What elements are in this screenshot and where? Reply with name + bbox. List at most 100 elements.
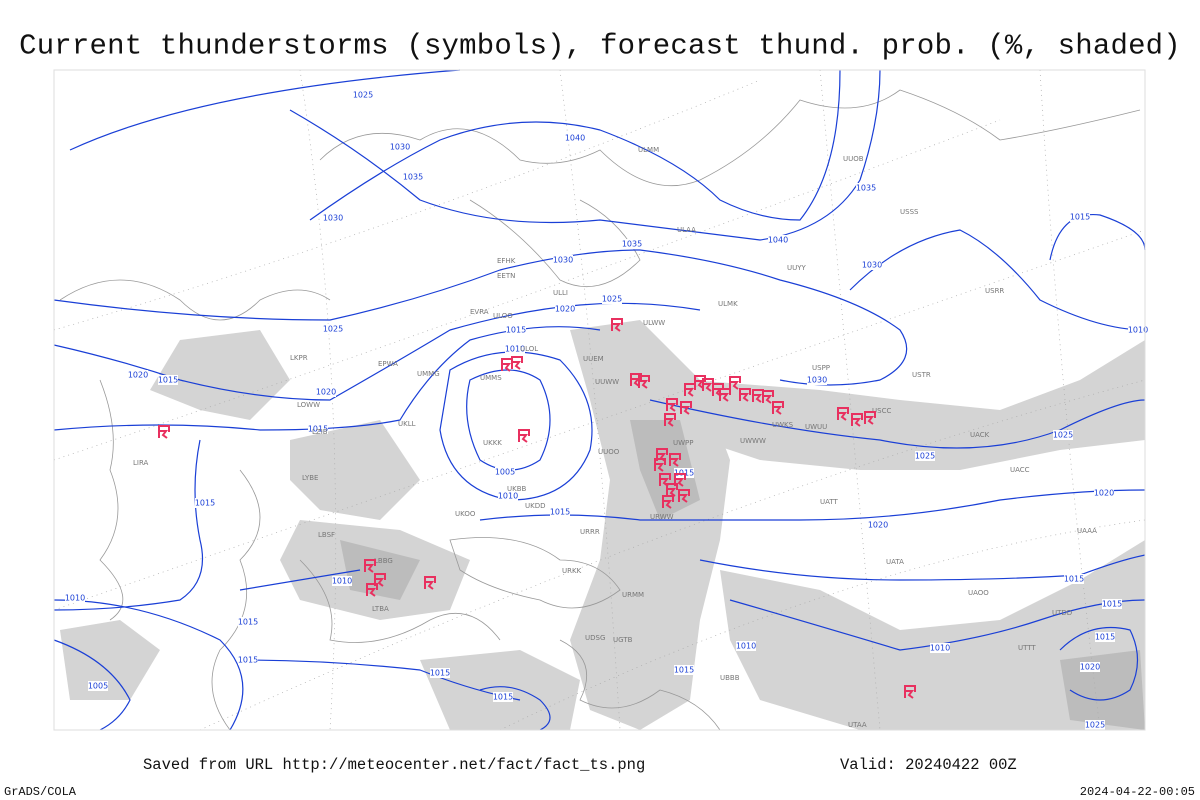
station-code: EPWA xyxy=(378,360,398,368)
isobar-label: 1005 xyxy=(495,468,515,477)
station-code: UAOO xyxy=(968,589,989,597)
station-code: UACK xyxy=(970,431,990,439)
label-background xyxy=(1080,662,1100,672)
station-code: UKOO xyxy=(455,510,476,518)
label-background xyxy=(1070,212,1090,222)
isobar-label: 1015 xyxy=(308,425,328,434)
isobar-label: 1035 xyxy=(403,173,423,182)
thunderstorm-symbol xyxy=(664,413,676,427)
label-background xyxy=(1095,632,1115,642)
isobar-label: 1015 xyxy=(506,326,526,335)
station-code: USRR xyxy=(985,287,1004,295)
station-code: EETN xyxy=(497,272,515,280)
station-code: UWUU xyxy=(805,423,827,431)
station-code: ULMM xyxy=(638,146,659,154)
station-code: LKPR xyxy=(290,354,308,362)
station-code: EFHK xyxy=(497,257,516,265)
thunderstorm-symbol xyxy=(739,388,751,402)
thunderstorm-symbols xyxy=(158,318,916,699)
station-code: UMMS xyxy=(480,374,502,382)
station-code: URKK xyxy=(562,567,582,575)
shade-area xyxy=(1060,650,1145,730)
thunderstorm-symbol xyxy=(702,378,714,392)
station-code: LYBE xyxy=(302,474,318,482)
thunderstorm-symbol xyxy=(638,375,650,389)
label-background xyxy=(856,183,876,193)
thunderstorm-symbol xyxy=(654,458,666,472)
thunderstorm-symbol xyxy=(864,411,876,425)
isobar-label: 1010 xyxy=(332,577,352,586)
isobar-label: 1015 xyxy=(1064,575,1084,584)
station-code: UWKS xyxy=(772,421,794,429)
isobar-label: 1010 xyxy=(930,644,950,653)
station-code: EVRA xyxy=(470,308,489,316)
source-url: Saved from URL http://meteocenter.net/fa… xyxy=(143,756,645,774)
station-code: UUEM xyxy=(583,355,604,363)
thunderstorm-symbol xyxy=(837,407,849,421)
thunderstorm-symbol xyxy=(666,398,678,412)
isobar-label: 1030 xyxy=(323,214,343,223)
shade-area xyxy=(150,330,290,420)
station-code: UTTT xyxy=(1018,644,1036,652)
station-code: UATA xyxy=(886,558,904,566)
label-background xyxy=(238,655,258,665)
station-code: UKLL xyxy=(398,420,416,428)
label-background xyxy=(1094,488,1114,498)
thunderstorm-symbol xyxy=(904,685,916,699)
map-frame xyxy=(53,69,1146,731)
isobar-label: 1010 xyxy=(65,594,85,603)
station-code: UUOO xyxy=(598,448,620,456)
label-background xyxy=(505,344,525,354)
thunderstorm-symbol xyxy=(678,489,690,503)
isobar-label: 1015 xyxy=(430,669,450,678)
probability-shading xyxy=(60,320,1145,730)
isobar-label: 1015 xyxy=(1102,600,1122,609)
station-code: ULLI xyxy=(553,289,568,297)
label-background xyxy=(238,617,258,627)
label-background xyxy=(1053,430,1073,440)
isobar-label: 1015 xyxy=(1070,213,1090,222)
isobar-label: 1035 xyxy=(622,240,642,249)
station-code: UGTB xyxy=(613,636,633,644)
shade-area xyxy=(340,540,420,600)
station-code: UTAA xyxy=(848,721,867,729)
thunderstorm-symbol xyxy=(158,425,170,439)
label-background xyxy=(862,260,882,270)
isobar-label: 1020 xyxy=(128,371,148,380)
station-code: UACC xyxy=(1010,466,1030,474)
isobar-label: 1040 xyxy=(565,134,585,143)
thunderstorm-symbol xyxy=(729,376,741,390)
label-background xyxy=(65,593,85,603)
label-background xyxy=(930,643,950,653)
station-code: UUYY xyxy=(787,264,807,272)
isobar-label: 1025 xyxy=(915,452,935,461)
isobar-label: 1020 xyxy=(555,305,575,314)
station-code: USCC xyxy=(872,407,891,415)
label-background xyxy=(323,324,343,334)
thunderstorm-symbol xyxy=(364,559,376,573)
station-code: UBBB xyxy=(720,674,740,682)
station-code: ULAA xyxy=(677,226,696,234)
station-code: USTR xyxy=(912,371,931,379)
label-background xyxy=(88,681,108,691)
isobar-label: 1025 xyxy=(1053,431,1073,440)
label-background xyxy=(1085,720,1105,730)
isobar-label: 1015 xyxy=(1095,633,1115,642)
isobar-label: 1010 xyxy=(736,642,756,651)
station-codes: ULOO ULOL EVRA EETN EFHK ULLI ULMM ULAA ULWW UUEM… xyxy=(133,146,1097,729)
isobar-label: 1030 xyxy=(553,256,573,265)
isobar-label: 1010 xyxy=(1128,326,1148,335)
label-background xyxy=(390,142,410,152)
station-code: LTBA xyxy=(372,605,389,613)
software-credit: GrADS/COLA xyxy=(4,785,77,799)
thunderstorm-symbol xyxy=(366,583,378,597)
label-background xyxy=(403,172,423,182)
shade-area xyxy=(60,620,160,700)
shade-area xyxy=(290,420,420,520)
label-background xyxy=(495,467,515,477)
label-background xyxy=(674,665,694,675)
station-code: LOWW xyxy=(297,401,320,409)
coastlines xyxy=(59,89,1141,731)
thunderstorm-symbol xyxy=(674,473,686,487)
